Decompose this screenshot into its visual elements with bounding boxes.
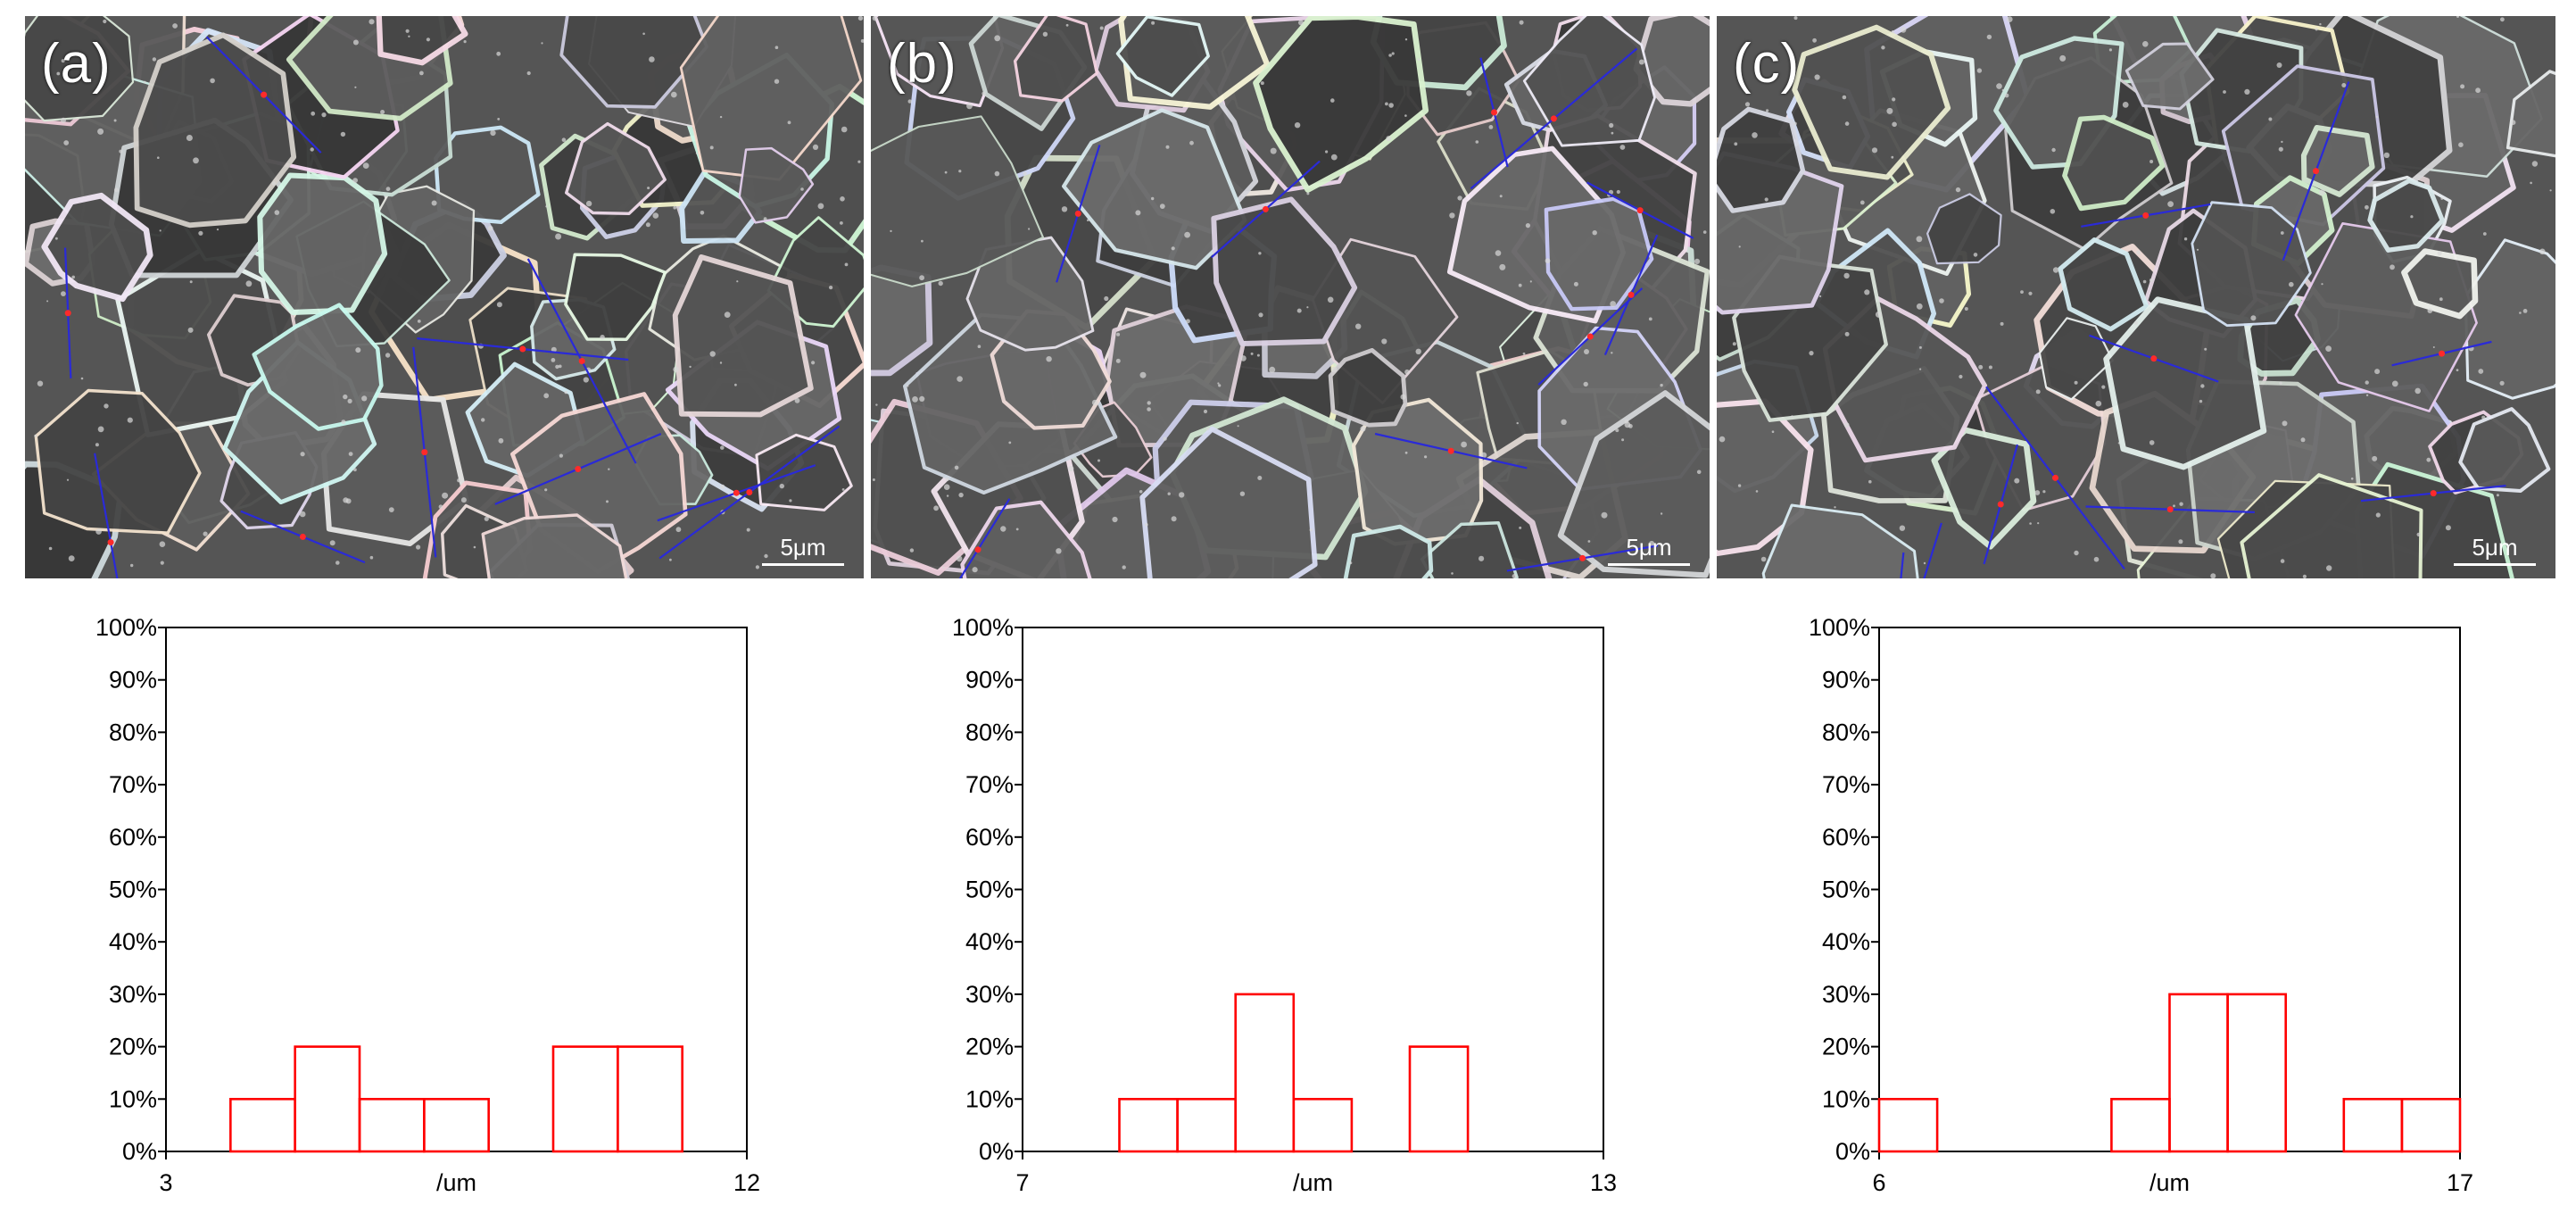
scale-label-a: 5μm xyxy=(780,534,826,561)
y-tick-label-a: 100% xyxy=(95,614,157,641)
histogram-bar-b xyxy=(1234,993,1296,1153)
panel-label-b: (b) xyxy=(887,33,957,95)
y-tick-label-c: 90% xyxy=(1822,667,1870,694)
micrograph-panel-a: (a) 5μm xyxy=(25,16,864,578)
histogram-bar-b xyxy=(1292,1097,1354,1153)
scale-bar-b: 5μm xyxy=(1608,534,1690,566)
y-tick-label-a: 40% xyxy=(109,928,157,955)
x-tick-label-a: 3 xyxy=(159,1169,172,1196)
x-axis-label-c: /um xyxy=(2149,1169,2190,1196)
histogram-bar-c xyxy=(2342,1097,2404,1153)
histogram-bar-a xyxy=(551,1045,619,1153)
x-tick-label-b: 13 xyxy=(1590,1169,1617,1196)
scale-bar-a: 5μm xyxy=(762,534,844,566)
y-tick-label-c: 70% xyxy=(1822,771,1870,798)
y-tick-label-c: 30% xyxy=(1822,981,1870,1008)
y-tick-label-c: 10% xyxy=(1822,1085,1870,1112)
x-tick-label-b: 7 xyxy=(1015,1169,1029,1196)
histogram-bar-b xyxy=(1176,1097,1238,1153)
y-tick-label-a: 10% xyxy=(109,1085,157,1112)
y-tick-label-c: 100% xyxy=(1809,614,1870,641)
y-tick-label-c: 0% xyxy=(1835,1138,1870,1165)
x-axis-label-a: /um xyxy=(436,1169,476,1196)
y-tick-label-b: 80% xyxy=(965,719,1014,745)
histogram-bar-a xyxy=(423,1097,490,1153)
histogram-bar-a xyxy=(358,1097,426,1153)
histogram-b: 0% 10% 20% 30% 40% 50% 60% 70% 80% 90% 100% 7 13/um xyxy=(952,614,1617,1196)
y-tick-label-b: 30% xyxy=(965,981,1014,1008)
y-tick-label-b: 90% xyxy=(965,667,1014,694)
y-tick-label-a: 20% xyxy=(109,1034,157,1060)
plot-frame-b xyxy=(1022,627,1604,1152)
y-tick-label-b: 50% xyxy=(965,877,1014,903)
histogram-a: 0% 10% 20% 30% 40% 50% 60% 70% 80% 90% 100% 3 12/um xyxy=(95,614,760,1196)
y-tick-label-a: 30% xyxy=(109,981,157,1008)
y-tick-label-b: 100% xyxy=(952,614,1014,641)
scale-label-b: 5μm xyxy=(1626,534,1672,561)
sem-micrograph-a xyxy=(25,16,864,578)
y-tick-label-c: 40% xyxy=(1822,928,1870,955)
histogram-c: 0% 10% 20% 30% 40% 50% 60% 70% 80% 90% 100% 6 17/um xyxy=(1809,614,2473,1196)
scale-bar-c: 5μm xyxy=(2454,534,2536,566)
histogram-bar-c xyxy=(2400,1097,2462,1153)
histogram-bar-a xyxy=(617,1045,683,1153)
histogram-bar-c xyxy=(2226,993,2287,1153)
scale-bar-line-a xyxy=(762,563,844,566)
histogram-bar-b xyxy=(1408,1045,1470,1153)
y-tick-label-a: 0% xyxy=(122,1138,157,1165)
y-tick-label-a: 60% xyxy=(109,824,157,851)
y-tick-label-c: 50% xyxy=(1822,877,1870,903)
x-axis-label-b: /um xyxy=(1293,1169,1333,1196)
scale-label-c: 5μm xyxy=(2472,534,2518,561)
panel-label-c: (c) xyxy=(1733,33,1801,95)
panel-label-a: (a) xyxy=(41,33,112,95)
y-tick-label-b: 60% xyxy=(965,824,1014,851)
x-tick-label-c: 17 xyxy=(2447,1169,2473,1196)
y-tick-label-b: 10% xyxy=(965,1085,1014,1112)
micrograph-panel-b: (b) 5μm xyxy=(871,16,1710,578)
sem-micrograph-c xyxy=(1717,16,2555,578)
y-tick-label-a: 90% xyxy=(109,667,157,694)
x-tick-label-a: 12 xyxy=(733,1169,760,1196)
x-tick-label-c: 6 xyxy=(1872,1169,1885,1196)
y-tick-label-a: 70% xyxy=(109,771,157,798)
histogram-bar-a xyxy=(294,1045,361,1153)
y-tick-label-a: 50% xyxy=(109,877,157,903)
histogram-bar-b xyxy=(1118,1097,1179,1153)
scale-bar-line-b xyxy=(1608,563,1690,566)
y-tick-label-a: 80% xyxy=(109,719,157,745)
histogram-bar-c xyxy=(2110,1097,2171,1153)
y-tick-label-c: 20% xyxy=(1822,1034,1870,1060)
histogram-bar-c xyxy=(1877,1097,1939,1153)
y-tick-label-b: 40% xyxy=(965,928,1014,955)
y-tick-label-c: 80% xyxy=(1822,719,1870,745)
y-tick-label-b: 0% xyxy=(979,1138,1014,1165)
y-tick-label-b: 20% xyxy=(965,1034,1014,1060)
scale-bar-line-c xyxy=(2454,563,2536,566)
sem-micrograph-b xyxy=(871,16,1710,578)
y-tick-label-b: 70% xyxy=(965,771,1014,798)
y-tick-label-c: 60% xyxy=(1822,824,1870,851)
histogram-bar-a xyxy=(229,1097,296,1153)
plot-frame-a xyxy=(165,627,748,1152)
micrograph-panel-c: (c) 5μm xyxy=(1717,16,2555,578)
histogram-bar-c xyxy=(2168,993,2229,1153)
